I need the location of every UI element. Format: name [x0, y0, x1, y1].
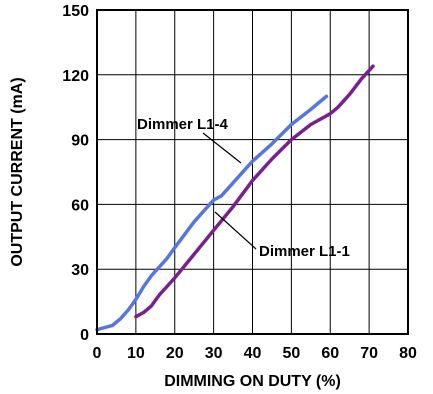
- annotation-leader-1: [214, 211, 257, 250]
- x-tick-label-7: 70: [360, 345, 378, 362]
- x-tick-label-8: 80: [399, 345, 417, 362]
- annotation-label-0: Dimmer L1-4: [137, 116, 229, 133]
- annotation-leader-0: [202, 132, 242, 164]
- x-tick-label-5: 50: [282, 345, 300, 362]
- grid: [97, 10, 408, 334]
- y-tick-label-0: 0: [80, 327, 89, 344]
- x-axis-title: DIMMING ON DUTY (%): [164, 373, 341, 390]
- y-tick-label-5: 150: [62, 3, 89, 20]
- series-group: [95, 64, 375, 332]
- x-tick-label-0: 0: [93, 345, 102, 362]
- series-line-0: [95, 94, 329, 332]
- y-tick-label-1: 30: [71, 262, 89, 279]
- x-tick-label-1: 10: [127, 345, 145, 362]
- tick-labels: 0 10 20 30 40 50 60 70 80 0 30 60 90 120 150: [62, 3, 417, 362]
- x-tick-label-6: 60: [321, 345, 339, 362]
- series-line-1: [134, 64, 375, 319]
- y-tick-label-4: 120: [62, 68, 89, 85]
- x-tick-label-2: 20: [166, 345, 184, 362]
- x-tick-label-3: 30: [205, 345, 223, 362]
- y-tick-label-2: 60: [71, 197, 89, 214]
- y-tick-label-3: 90: [71, 133, 89, 150]
- x-tick-label-4: 40: [244, 345, 262, 362]
- annotation-label-1: Dimmer L1-1: [259, 243, 350, 260]
- y-axis-title: OUTPUT CURRENT (mA): [9, 77, 26, 266]
- plot-frame: [96, 9, 409, 335]
- annotations: Dimmer L1-4 Dimmer L1-1: [137, 116, 350, 260]
